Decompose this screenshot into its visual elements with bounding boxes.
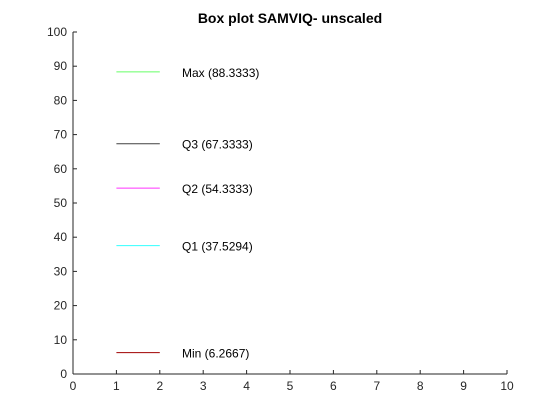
x-tick-label: 4 — [243, 379, 250, 393]
y-tick-label: 10 — [54, 333, 68, 347]
y-tick-label: 0 — [60, 367, 67, 381]
q1-label: Q1 (37.5294) — [182, 240, 253, 254]
y-tick-label: 20 — [54, 299, 68, 313]
y-tick-label: 100 — [47, 25, 67, 39]
q3-label: Q3 (67.3333) — [182, 138, 253, 152]
max-label: Max (88.3333) — [182, 66, 259, 80]
q2-label: Q2 (54.3333) — [182, 182, 253, 196]
x-tick-label: 10 — [500, 379, 514, 393]
x-tick-label: 1 — [113, 379, 120, 393]
x-tick-label: 3 — [200, 379, 207, 393]
y-tick-label: 30 — [54, 264, 68, 278]
x-tick-label: 9 — [460, 379, 467, 393]
y-tick-label: 40 — [54, 230, 68, 244]
y-tick-label: 90 — [54, 59, 68, 73]
chart-title: Box plot SAMVIQ- unscaled — [198, 10, 382, 26]
y-tick-label: 80 — [54, 93, 68, 107]
x-tick-label: 2 — [156, 379, 163, 393]
x-tick-label: 7 — [373, 379, 380, 393]
min-label: Min (6.2667) — [182, 347, 249, 361]
x-tick-label: 8 — [417, 379, 424, 393]
x-tick-label: 5 — [287, 379, 294, 393]
y-tick-label: 70 — [54, 128, 68, 142]
plot-marks: Max (88.3333) Q3 (67.3333) Q2 (54.3333) Q1 … — [116, 66, 259, 361]
y-tick-label: 60 — [54, 162, 68, 176]
x-tick-label: 6 — [330, 379, 337, 393]
x-tick-label: 0 — [70, 379, 77, 393]
y-tick-label: 50 — [54, 196, 68, 210]
